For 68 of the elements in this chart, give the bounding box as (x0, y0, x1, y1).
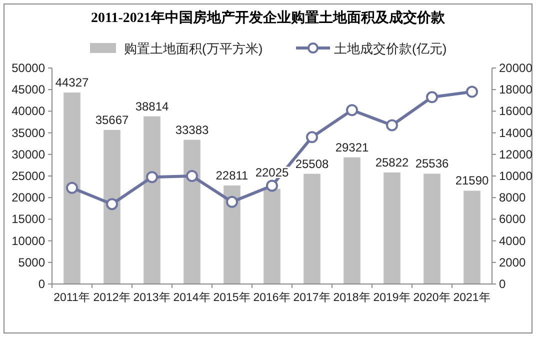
y2-tick-label: 12000 (499, 147, 533, 162)
point (186, 170, 198, 182)
bar (344, 157, 360, 284)
data-label: 44327 (55, 76, 90, 90)
x-tick-label: 2018年 (333, 291, 371, 304)
bar (424, 174, 440, 284)
point (346, 104, 358, 116)
x-tick-label: 2020年 (413, 291, 451, 304)
y2-tick-label: 0 (499, 277, 506, 291)
point (426, 91, 438, 104)
x-tick-label: 2013年 (133, 291, 171, 304)
data-label: 22811 (216, 168, 249, 182)
y-tick-label: 5000 (18, 255, 46, 270)
bar (184, 140, 200, 284)
point (386, 119, 398, 132)
x-tick-label: 2015年 (213, 291, 251, 304)
y-tick-label: 10000 (12, 234, 46, 248)
point (466, 86, 478, 98)
y2-tick-label: 14000 (499, 126, 533, 140)
point (266, 180, 278, 192)
x-tick-label: 2016年 (253, 291, 291, 304)
chart-title: 2011-2021年中国房地产开发企业购置土地面积及成交价款 (91, 9, 446, 26)
data-label: 25536 (415, 156, 450, 171)
point (306, 131, 318, 144)
bar (144, 116, 160, 284)
y2-tick-label: 4000 (499, 234, 526, 248)
point (66, 182, 78, 194)
bar (104, 130, 120, 284)
x-tick-label: 2014年 (173, 291, 211, 304)
data-label: 25508 (295, 156, 330, 171)
data-label: 29321 (335, 140, 370, 154)
bar (384, 172, 400, 284)
point (106, 198, 118, 210)
bar (264, 188, 280, 284)
bar (224, 185, 240, 284)
x-tick-label: 2019年 (373, 291, 411, 304)
y-tick-label: 45000 (12, 82, 46, 97)
legend-label: 购置土地面积(万平方米) (124, 41, 263, 56)
point (146, 171, 158, 184)
bar (64, 92, 80, 284)
y2-tick-label: 20000 (499, 61, 533, 75)
y2-tick-label: 18000 (499, 82, 533, 97)
data-label: 35667 (95, 112, 130, 127)
x-tick-label: 2017年 (293, 291, 331, 304)
data-label: 25822 (375, 155, 410, 170)
y-tick-label: 15000 (12, 212, 46, 226)
legend-label: 土地成交价款(亿元) (334, 41, 447, 56)
y-tick-label: 20000 (12, 190, 46, 205)
y2-tick-label: 16000 (499, 104, 533, 118)
data-label: 33383 (175, 122, 210, 137)
y-tick-label: 50000 (12, 61, 46, 75)
y2-tick-label: 6000 (499, 212, 526, 226)
data-label: 21590 (455, 174, 490, 188)
y2-tick-label: 8000 (499, 190, 526, 205)
x-tick-label: 2012年 (93, 291, 131, 304)
y-tick-label: 0 (38, 277, 46, 291)
y2-tick-label: 2000 (499, 255, 526, 270)
data-label: 38814 (135, 99, 170, 114)
y-tick-label: 40000 (12, 104, 46, 118)
y2-tick-label: 10000 (499, 169, 533, 183)
y-tick-label: 25000 (12, 169, 46, 183)
y-tick-label: 30000 (12, 147, 46, 162)
y-tick-label: 35000 (12, 126, 46, 140)
x-tick-label: 2021年 (453, 291, 491, 304)
bar (464, 190, 480, 284)
bar (304, 174, 320, 284)
point (226, 196, 238, 208)
x-tick-label: 2011年 (54, 291, 90, 304)
